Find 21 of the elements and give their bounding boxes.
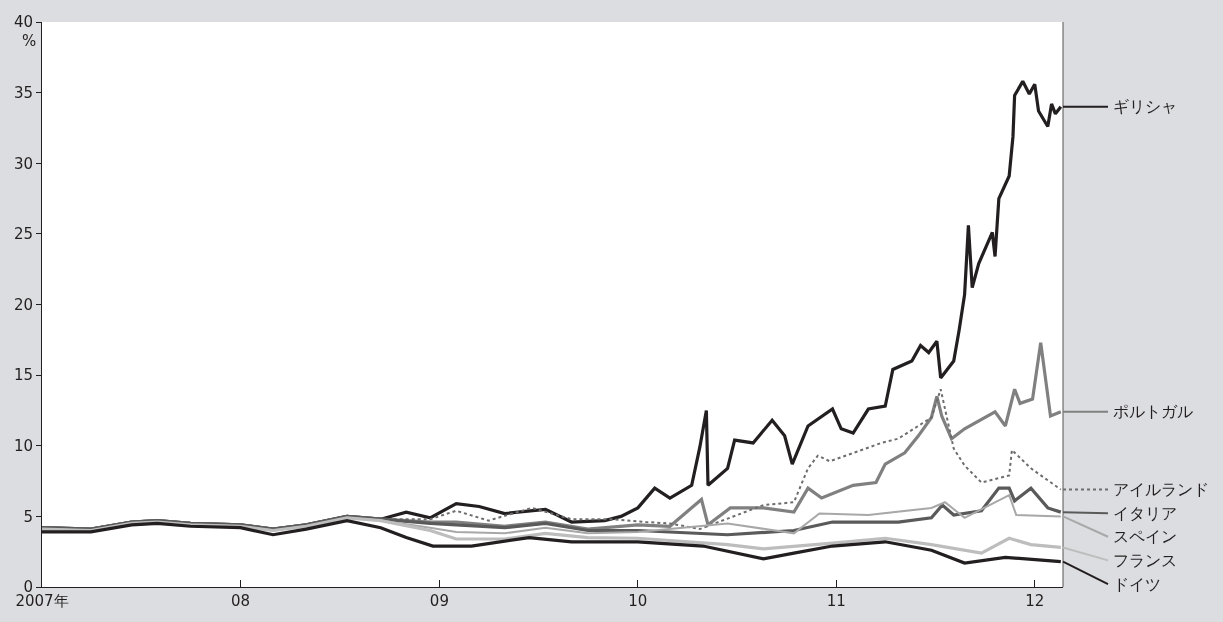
legend-label: イタリア (1113, 504, 1177, 523)
y-tick-label: 40 (13, 13, 33, 32)
legend-label: アイルランド (1113, 480, 1209, 499)
x-tick-label: 08 (230, 592, 250, 610)
legend-label: ポルトガル (1113, 402, 1193, 421)
y-tick-label: 20 (13, 295, 33, 314)
x-tick-label: 11 (826, 592, 846, 610)
y-tick-label: 30 (13, 154, 33, 173)
y-tick-label: 5 (23, 507, 33, 526)
y-tick-label: 15 (13, 366, 33, 385)
legend-label: ギリシャ (1113, 97, 1177, 116)
y-tick-label: 35 (13, 83, 33, 102)
legend-label: フランス (1113, 551, 1177, 570)
y-tick-label: 10 (13, 437, 33, 455)
text: ドイツ (1113, 575, 1161, 594)
x-tick-label: 10 (628, 592, 648, 610)
y-tick-label: 25 (13, 225, 33, 244)
x-tick-label: 12 (1025, 592, 1045, 610)
y-axis-title: % (22, 32, 37, 50)
legend-label: スペイン (1113, 527, 1177, 546)
x-tick-label: 09 (429, 592, 449, 610)
